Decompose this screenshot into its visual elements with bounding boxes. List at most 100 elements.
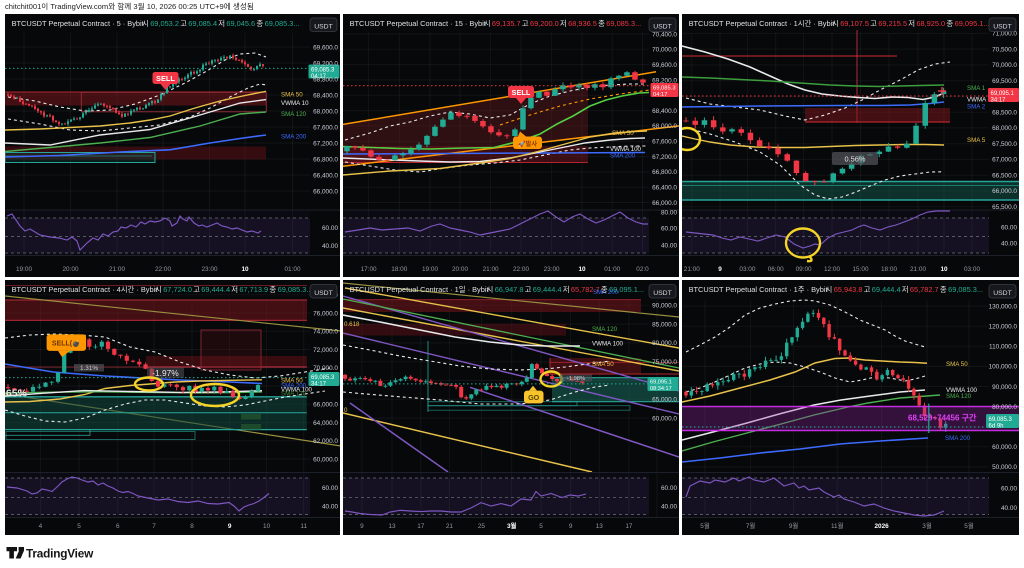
svg-text:고: 고 bbox=[864, 285, 871, 294]
svg-text:60.00: 60.00 bbox=[1001, 486, 1017, 493]
svg-text:67,713.9: 67,713.9 bbox=[239, 285, 268, 294]
svg-text:17:00: 17:00 bbox=[361, 266, 377, 273]
svg-text:01:00: 01:00 bbox=[604, 266, 620, 273]
svg-text:60,000.0: 60,000.0 bbox=[992, 444, 1017, 451]
svg-text:69,095.1...: 69,095.1... bbox=[609, 285, 644, 294]
svg-text:64,000.0: 64,000.0 bbox=[313, 420, 338, 427]
svg-text:2026: 2026 bbox=[874, 523, 889, 530]
svg-text:9: 9 bbox=[360, 523, 364, 530]
svg-text:23:00: 23:00 bbox=[544, 266, 560, 273]
svg-text:고: 고 bbox=[525, 285, 532, 294]
svg-text:69,500.0: 69,500.0 bbox=[992, 78, 1017, 85]
svg-text:저: 저 bbox=[563, 285, 570, 294]
svg-text:40.00: 40.00 bbox=[322, 243, 338, 250]
svg-text:13: 13 bbox=[596, 523, 604, 530]
svg-text:60,000.0: 60,000.0 bbox=[652, 415, 677, 422]
svg-text:11월: 11월 bbox=[831, 521, 844, 530]
svg-text:60.00: 60.00 bbox=[661, 226, 677, 233]
svg-text:BTCUSDT Perpetual Contract · 1: BTCUSDT Perpetual Contract · 1일 · Bybit bbox=[350, 285, 489, 294]
svg-text:110,000.0: 110,000.0 bbox=[989, 344, 1017, 351]
svg-text:68,000.0: 68,000.0 bbox=[313, 108, 338, 115]
svg-text:50,000.0: 50,000.0 bbox=[992, 464, 1017, 471]
svg-text:BTCUSDT Perpetual Contract · 1: BTCUSDT Perpetual Contract · 15 · Bybit bbox=[350, 19, 486, 28]
svg-text:SMA 2: SMA 2 bbox=[967, 104, 986, 111]
svg-text:시: 시 bbox=[142, 19, 149, 28]
svg-text:06:00: 06:00 bbox=[768, 266, 784, 273]
svg-text:시: 시 bbox=[832, 19, 839, 28]
svg-text:SMA 50: SMA 50 bbox=[612, 130, 634, 137]
svg-text:02:0: 02:0 bbox=[636, 266, 649, 273]
svg-text:01:00: 01:00 bbox=[285, 266, 301, 273]
svg-text:3월: 3월 bbox=[507, 521, 517, 530]
svg-text:0: 0 bbox=[344, 407, 348, 414]
svg-text:40.00: 40.00 bbox=[661, 243, 677, 250]
svg-text:8: 8 bbox=[190, 523, 194, 530]
svg-text:10: 10 bbox=[241, 266, 249, 273]
svg-text:08:34:17: 08:34:17 bbox=[650, 386, 672, 392]
svg-text:90,000.0: 90,000.0 bbox=[992, 384, 1017, 391]
svg-text:VWMA 100: VWMA 100 bbox=[610, 146, 642, 153]
svg-text:9: 9 bbox=[718, 266, 722, 273]
svg-text:11: 11 bbox=[300, 523, 307, 530]
svg-text:34:17: 34:17 bbox=[311, 382, 327, 388]
svg-text:SMA 120: SMA 120 bbox=[281, 390, 307, 397]
svg-text:17: 17 bbox=[417, 523, 425, 530]
svg-text:75,000.0: 75,000.0 bbox=[652, 359, 677, 366]
svg-text:100,000.0: 100,000.0 bbox=[989, 364, 1018, 371]
svg-text:고: 고 bbox=[870, 19, 877, 28]
svg-text:40.00: 40.00 bbox=[1001, 241, 1017, 248]
svg-text:0.618: 0.618 bbox=[344, 321, 360, 328]
svg-text:65,782.7: 65,782.7 bbox=[571, 285, 600, 294]
svg-text:3월: 3월 bbox=[922, 521, 932, 530]
svg-text:21:00: 21:00 bbox=[910, 266, 926, 273]
svg-text:SMA 50: SMA 50 bbox=[281, 92, 303, 99]
svg-text:68,400.0: 68,400.0 bbox=[652, 108, 677, 115]
svg-text:69,085.3...: 69,085.3... bbox=[265, 19, 300, 28]
svg-text:저: 저 bbox=[902, 285, 909, 294]
svg-text:67,500.0: 67,500.0 bbox=[992, 141, 1017, 148]
svg-text:SELL: SELL bbox=[512, 88, 531, 97]
svg-text:VWMA 100: VWMA 100 bbox=[592, 341, 624, 348]
svg-text:69,135.7: 69,135.7 bbox=[492, 19, 521, 28]
svg-text:SMA 50: SMA 50 bbox=[281, 378, 303, 385]
svg-text:04:17: 04:17 bbox=[653, 92, 668, 98]
svg-text:68,400.0: 68,400.0 bbox=[313, 92, 338, 99]
svg-text:시: 시 bbox=[487, 285, 494, 294]
svg-text:5: 5 bbox=[539, 523, 543, 530]
svg-text:70,000.0: 70,000.0 bbox=[992, 62, 1017, 69]
svg-text:고: 고 bbox=[522, 19, 529, 28]
svg-text:03:00: 03:00 bbox=[964, 266, 980, 273]
svg-text:67,600.0: 67,600.0 bbox=[313, 124, 338, 131]
svg-text:68,936.5: 68,936.5 bbox=[568, 19, 597, 28]
svg-text:19:00: 19:00 bbox=[422, 266, 438, 273]
svg-text:65,943.8: 65,943.8 bbox=[834, 285, 863, 294]
svg-text:9: 9 bbox=[569, 523, 573, 530]
svg-text:69,085.3: 69,085.3 bbox=[311, 67, 335, 73]
svg-text:69,444.4: 69,444.4 bbox=[872, 285, 901, 294]
svg-text:69,095.1: 69,095.1 bbox=[991, 91, 1015, 97]
svg-text:66,800.0: 66,800.0 bbox=[313, 156, 338, 163]
svg-text:SMA 120: SMA 120 bbox=[946, 393, 972, 400]
svg-text:04:17: 04:17 bbox=[311, 74, 327, 80]
svg-text:9: 9 bbox=[228, 523, 232, 530]
svg-text:74,000.0: 74,000.0 bbox=[313, 329, 338, 336]
svg-text:80.00: 80.00 bbox=[661, 209, 677, 216]
svg-text:저: 저 bbox=[908, 19, 915, 28]
svg-text:69,085.3...: 69,085.3... bbox=[948, 285, 983, 294]
svg-text:69,095.1: 69,095.1 bbox=[650, 379, 672, 385]
svg-text:SMA 50: SMA 50 bbox=[946, 361, 968, 368]
svg-text:60.00: 60.00 bbox=[661, 485, 677, 492]
svg-text:종: 종 bbox=[940, 285, 947, 294]
svg-text:TradingView: TradingView bbox=[26, 546, 94, 560]
svg-text:66,500.0: 66,500.0 bbox=[992, 173, 1017, 180]
svg-text:40.00: 40.00 bbox=[1001, 505, 1017, 512]
svg-text:-1.98%: -1.98% bbox=[567, 376, 585, 382]
svg-text:🚀발사: 🚀발사 bbox=[518, 140, 537, 148]
svg-text:69,085.4: 69,085.4 bbox=[188, 19, 217, 28]
svg-text:17: 17 bbox=[625, 523, 633, 530]
svg-text:15:00: 15:00 bbox=[853, 266, 869, 273]
svg-text:09:00: 09:00 bbox=[796, 266, 812, 273]
svg-text:5월: 5월 bbox=[700, 521, 710, 530]
svg-text:0.56%: 0.56% bbox=[845, 155, 866, 164]
svg-text:시: 시 bbox=[484, 19, 491, 28]
